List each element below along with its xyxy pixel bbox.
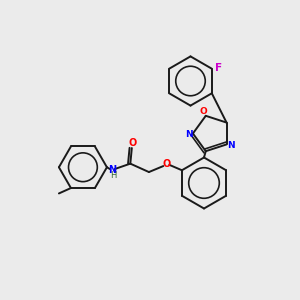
Text: N: N (108, 165, 116, 175)
Text: O: O (128, 138, 136, 148)
Text: O: O (200, 107, 207, 116)
Text: N: N (227, 141, 235, 150)
Text: O: O (162, 159, 170, 169)
Text: N: N (185, 130, 193, 139)
Text: F: F (215, 63, 222, 73)
Text: H: H (110, 171, 117, 180)
